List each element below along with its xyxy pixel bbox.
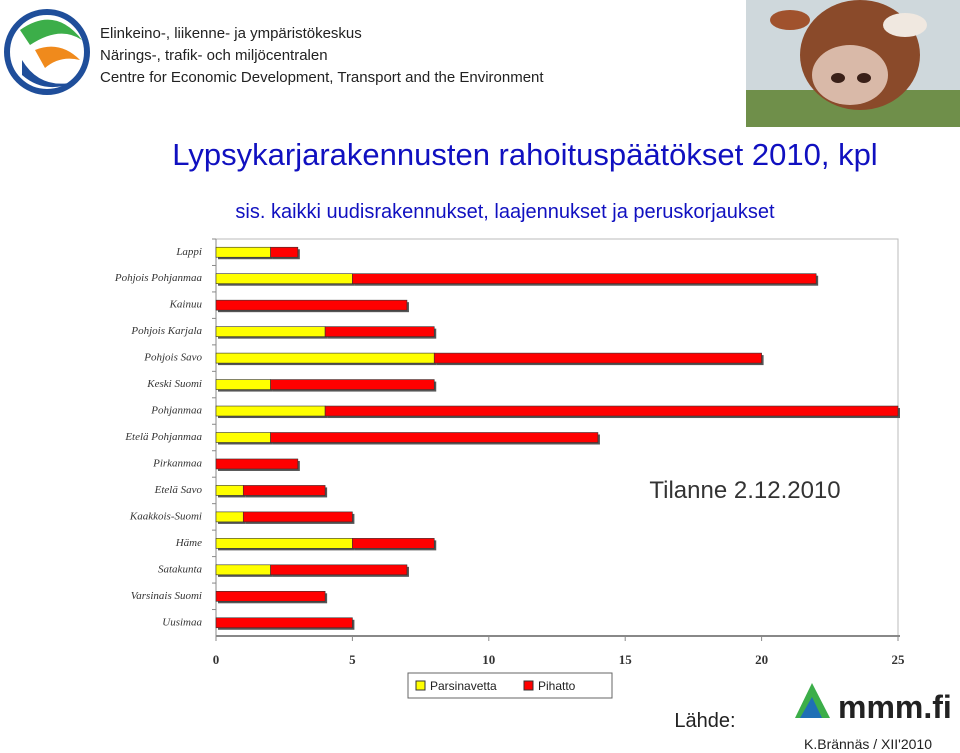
y-tick-label: Häme: [175, 537, 202, 549]
bar: [215, 485, 244, 496]
legend-swatch: [415, 680, 426, 691]
x-tick-label: 25: [892, 652, 906, 667]
bar: [324, 405, 899, 417]
y-tick-label: Pohjois Pohjanmaa: [114, 272, 203, 284]
y-tick-label: Kainuu: [169, 299, 203, 311]
y-tick-label: Keski Suomi: [146, 378, 202, 390]
bar: [352, 273, 817, 285]
org-line: Centre for Economic Development, Transpo…: [100, 69, 544, 86]
bar: [215, 246, 271, 258]
bar: [242, 511, 353, 523]
bar: [215, 379, 271, 390]
chart-title: Lypsykarjarakennusten rahoituspäätökset …: [172, 137, 877, 172]
legend-label: Parsinavetta: [430, 679, 497, 693]
y-tick-label: Pirkanmaa: [152, 457, 202, 469]
bar: [215, 326, 326, 337]
bar: [215, 511, 244, 523]
x-tick-label: 5: [349, 652, 356, 667]
org-line: Elinkeino-, liikenne- ja ympäristökeskus: [100, 25, 362, 42]
y-tick-label: Etelä Savo: [154, 484, 203, 496]
x-tick-label: 20: [755, 652, 768, 667]
x-tick-label: 0: [213, 652, 220, 667]
bar: [215, 352, 435, 364]
x-tick-label: 10: [482, 652, 495, 667]
bar: [433, 352, 762, 364]
chart-subtitle: sis. kaikki uudisrakennukset, laajennuks…: [235, 201, 775, 223]
bar: [215, 617, 353, 629]
bar: [215, 299, 408, 311]
y-tick-label: Pohjois Karjala: [130, 325, 202, 337]
bar: [215, 458, 299, 470]
bar: [270, 246, 299, 258]
bar: [215, 564, 271, 576]
bar: [215, 590, 326, 602]
source-label: Lähde:: [674, 710, 735, 732]
y-tick-label: Satakunta: [158, 563, 202, 575]
bar: [324, 326, 435, 337]
bar: [242, 485, 326, 496]
ely-logo: [4, 9, 90, 95]
bar: [215, 538, 353, 549]
bar: [215, 432, 271, 443]
y-tick-label: Etelä Pohjanmaa: [124, 431, 202, 443]
source-logo-text: mmm.fi: [838, 689, 952, 725]
y-tick-label: Varsinais Suomi: [131, 590, 202, 602]
bar: [270, 432, 599, 443]
y-tick-label: Uusimaa: [162, 616, 202, 628]
legend-box: [407, 672, 613, 699]
x-tick-label: 15: [619, 652, 633, 667]
bar: [215, 273, 353, 285]
y-tick-label: Lappi: [175, 246, 202, 258]
bar: [352, 538, 435, 549]
author: K.Brännäs / XII'2010: [804, 736, 932, 752]
mmm-logo: [795, 683, 830, 718]
legend-swatch: [523, 680, 534, 691]
bar: [270, 564, 408, 576]
legend-label: Pihatto: [538, 679, 576, 693]
annotation: Tilanne 2.12.2010: [649, 477, 840, 504]
y-tick-label: Pohjois Savo: [143, 352, 202, 364]
org-line: Närings-, trafik- och miljöcentralen: [100, 47, 328, 64]
y-tick-label: Pohjanmaa: [150, 405, 202, 417]
cow-photo: [746, 0, 960, 127]
bar: [215, 405, 326, 417]
legend: Parsinavetta Pihatto: [407, 672, 613, 699]
y-tick-label: Kaakkois-Suomi: [129, 510, 202, 522]
bar: [270, 379, 435, 390]
